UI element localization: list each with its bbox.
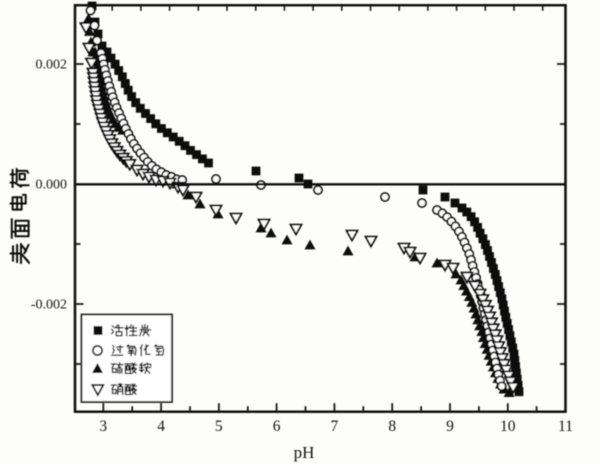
svg-text:7: 7 xyxy=(331,418,339,435)
svg-text:3: 3 xyxy=(99,418,107,435)
svg-text:4: 4 xyxy=(157,418,165,435)
svg-text:5: 5 xyxy=(215,418,223,435)
svg-text:11: 11 xyxy=(558,418,573,435)
svg-text:8: 8 xyxy=(388,418,396,435)
svg-text:0.002: 0.002 xyxy=(36,58,68,73)
svg-text:9: 9 xyxy=(446,418,454,435)
svg-text:10: 10 xyxy=(500,418,516,435)
svg-text:0.000: 0.000 xyxy=(36,178,68,193)
svg-text:-0.002: -0.002 xyxy=(31,298,67,313)
svg-text:pH: pH xyxy=(294,443,315,462)
svg-text:6: 6 xyxy=(273,418,281,435)
